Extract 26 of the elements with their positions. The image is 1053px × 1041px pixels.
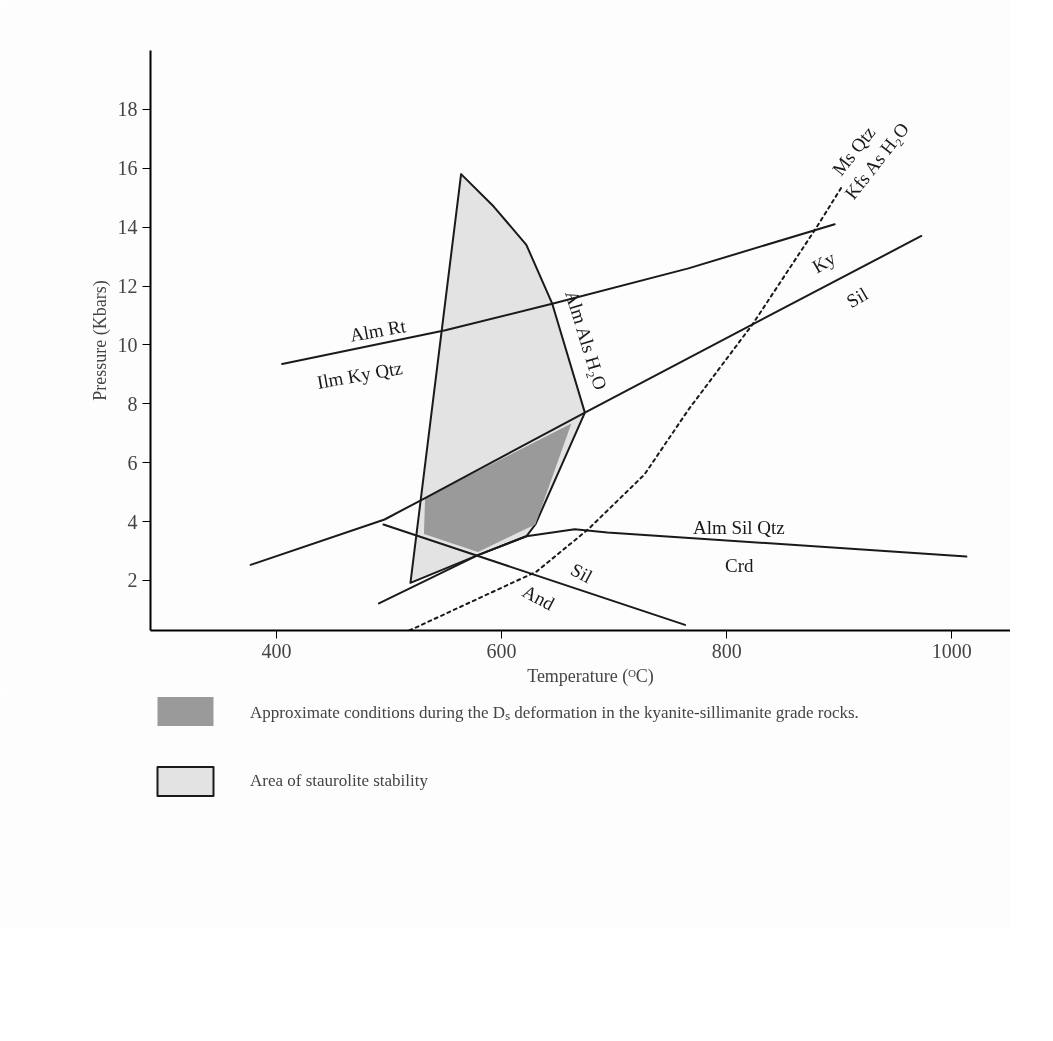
annotation: Sil — [842, 283, 872, 312]
y-tick-label: 16 — [117, 157, 138, 180]
legend-label: Area of staurolite stability — [250, 771, 428, 791]
annotation: Alm Als H₂O — [561, 287, 612, 393]
legend-label: Approximate conditions during the Dₛ deformation in the kyanite-sillimanite grade rocks. — [250, 701, 859, 723]
y-tick-label: 8 — [127, 392, 138, 415]
x-tick-label: 800 — [711, 639, 742, 662]
y-tick-label: 6 — [127, 451, 138, 474]
annotation: Crd — [724, 555, 754, 577]
y-tick-label: 12 — [117, 275, 138, 298]
y-tick-label: 10 — [117, 333, 138, 356]
x-tick-label: 600 — [486, 639, 517, 662]
y-tick-label: 2 — [127, 569, 138, 592]
annotation: Ky — [808, 247, 840, 278]
y-tick-label: 18 — [117, 98, 138, 121]
x-tick-label: 1000 — [931, 639, 972, 662]
annotation: Ilm Ky Qtz — [315, 357, 405, 393]
annotation: Sil — [567, 558, 596, 588]
annotation: Alm Sil Qtz — [692, 516, 785, 538]
x-tick-label: 400 — [261, 639, 292, 662]
y-tick-label: 4 — [127, 510, 138, 533]
x-axis-title: Temperature (ᴼC) — [527, 665, 654, 687]
annotation: And — [519, 580, 559, 615]
annotation: Alm Rt — [348, 315, 409, 346]
y-tick-label: 14 — [117, 216, 138, 239]
y-axis-title: Pressure (Kbars) — [89, 280, 111, 401]
